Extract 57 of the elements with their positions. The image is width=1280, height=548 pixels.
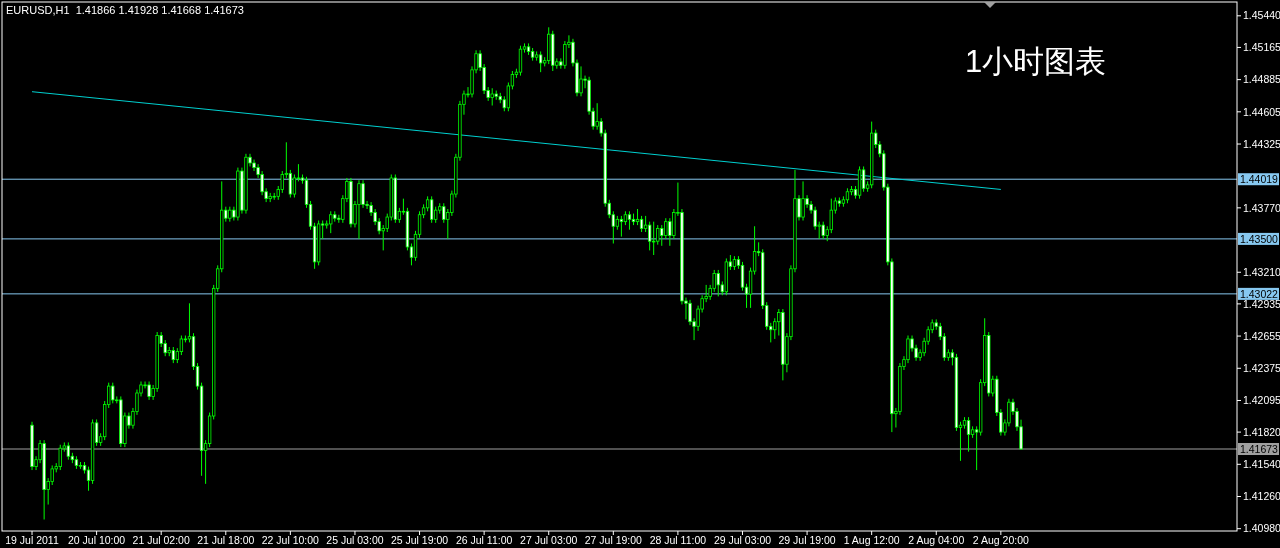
x-tick-label: 22 Jul 10:00 [261,534,320,546]
x-tick-label: 28 Jul 11:00 [649,534,707,546]
x-tick-label: 29 Jul 03:00 [713,534,772,546]
annotation: 1小时图表 [965,44,1107,79]
candlestick [740,261,745,292]
x-tick-label: 27 Jul 19:00 [584,534,643,546]
candlestick [716,269,720,297]
candlestick [595,102,599,131]
y-tick-label: 1.45165 [1243,41,1280,54]
candlestick [619,215,624,238]
candlestick [652,221,656,256]
x-tick-label: 29 Jul 19:00 [778,534,836,546]
y-tick-label: 1.41820 [1243,425,1280,438]
y-tick-label: 1.43210 [1243,265,1280,278]
y-tick-label: 1.40980 [1243,522,1280,535]
y-tick-label: 1.44605 [1243,105,1280,118]
x-tick-label: 2 Aug 04:00 [908,534,965,546]
x-tick-label: 25 Jul 19:00 [390,534,449,546]
candlestick [357,179,361,240]
y-tick-label: 1.42375 [1243,361,1280,374]
y-tick-label: 1.41260 [1243,490,1280,503]
candlestick [518,45,523,77]
candlestick [579,65,583,97]
y-tick-label: 1.42655 [1243,329,1280,342]
candlestick [801,180,805,221]
x-tick-label: 26 Jul 11:00 [455,534,513,546]
chart-title: EURUSD,H1 1.41866 1.41928 1.41668 1.41673 [6,4,244,16]
x-tick-label: 21 Jul 02:00 [132,534,190,546]
candlestick [147,381,151,401]
candlestick [111,382,115,404]
candlestick [58,444,62,471]
y-tick-label: 1.44325 [1243,137,1280,150]
ref-line-label: 1.43500 [1240,232,1279,245]
candlestick [660,224,664,247]
candlestick [656,224,660,246]
candlestick [361,179,365,209]
x-tick-label: 21 Jul 18:00 [197,534,255,546]
y-tick-label: 1.42935 [1243,297,1280,310]
y-tick-label: 1.43770 [1243,201,1280,214]
candlestick [329,210,333,234]
x-tick-label: 1 Aug 12:00 [843,534,900,546]
ref-line-label: 1.41673 [1240,442,1279,455]
candlestick [647,221,652,251]
y-tick-label: 1.44885 [1243,73,1280,86]
x-tick-label: 20 Jul 10:00 [68,534,126,546]
candlestick [292,174,297,198]
y-tick-label: 1.41540 [1243,457,1280,470]
y-tick-label: 1.42095 [1243,394,1280,407]
x-tick-label: 2 Aug 20:00 [972,534,1030,546]
x-tick-label: 19 Jul 2011 [5,534,59,546]
candlestick [664,217,668,240]
x-tick-label: 27 Jul 03:00 [520,534,578,546]
y-tick-label: 1.45440 [1243,9,1280,22]
x-tick-label: 25 Jul 03:00 [326,534,384,546]
ref-line-label: 1.43022 [1240,287,1279,300]
candlestick [861,165,866,193]
ref-line-label: 1.44019 [1240,172,1279,185]
